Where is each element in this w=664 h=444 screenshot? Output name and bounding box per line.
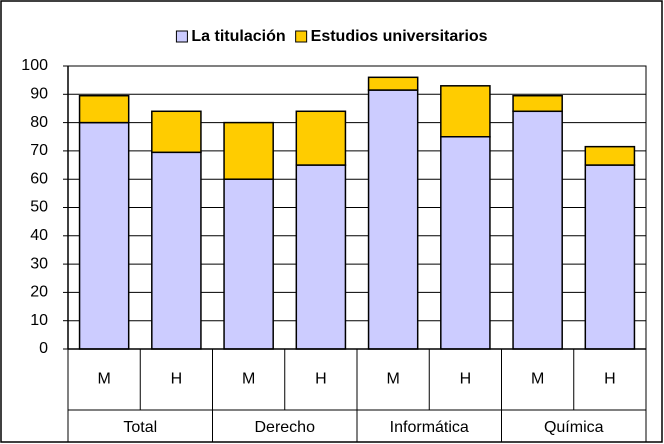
y-tick-label: 70 [30, 142, 48, 159]
bar [440, 136, 491, 350]
y-tick-label: 80 [30, 114, 48, 131]
bar [151, 110, 202, 154]
bar [295, 164, 347, 350]
y-tick-label: 10 [30, 312, 48, 329]
y-tick-label: 40 [30, 227, 48, 244]
x-tick-label: M [386, 371, 399, 388]
bar [295, 110, 347, 166]
bar [78, 121, 130, 350]
y-tick-label: 30 [30, 255, 48, 272]
x-tick-label: M [97, 371, 110, 388]
bar [367, 76, 419, 91]
y-tick-label: 0 [39, 340, 48, 357]
x-tick-label: M [242, 371, 255, 388]
bar [584, 164, 636, 350]
bar [151, 151, 202, 350]
bar [512, 110, 563, 350]
bar [440, 85, 491, 138]
x-tick-label: H [604, 371, 616, 388]
y-tick-label: 60 [30, 170, 48, 187]
x-tick-label: H [171, 371, 183, 388]
y-tick-label: 50 [30, 199, 48, 216]
bar [584, 145, 636, 166]
bar [223, 178, 274, 350]
legend-swatch [295, 30, 308, 43]
group-label: Derecho [255, 419, 316, 436]
legend-swatch [175, 30, 188, 43]
y-tick-label: 90 [30, 86, 48, 103]
y-tick-label: 100 [21, 57, 48, 74]
group-label: Total [123, 419, 157, 436]
legend-label: Estudios universitarios [311, 28, 488, 45]
x-tick-label: H [315, 371, 327, 388]
group-label: Química [544, 419, 604, 436]
legend-label: La titulación [191, 28, 285, 45]
bar [512, 94, 563, 113]
x-tick-label: H [460, 371, 472, 388]
group-label: Informática [390, 419, 469, 436]
bar [367, 89, 419, 350]
y-tick-label: 20 [30, 284, 48, 301]
bar [223, 121, 274, 180]
x-tick-label: M [531, 371, 544, 388]
bar [78, 94, 130, 124]
